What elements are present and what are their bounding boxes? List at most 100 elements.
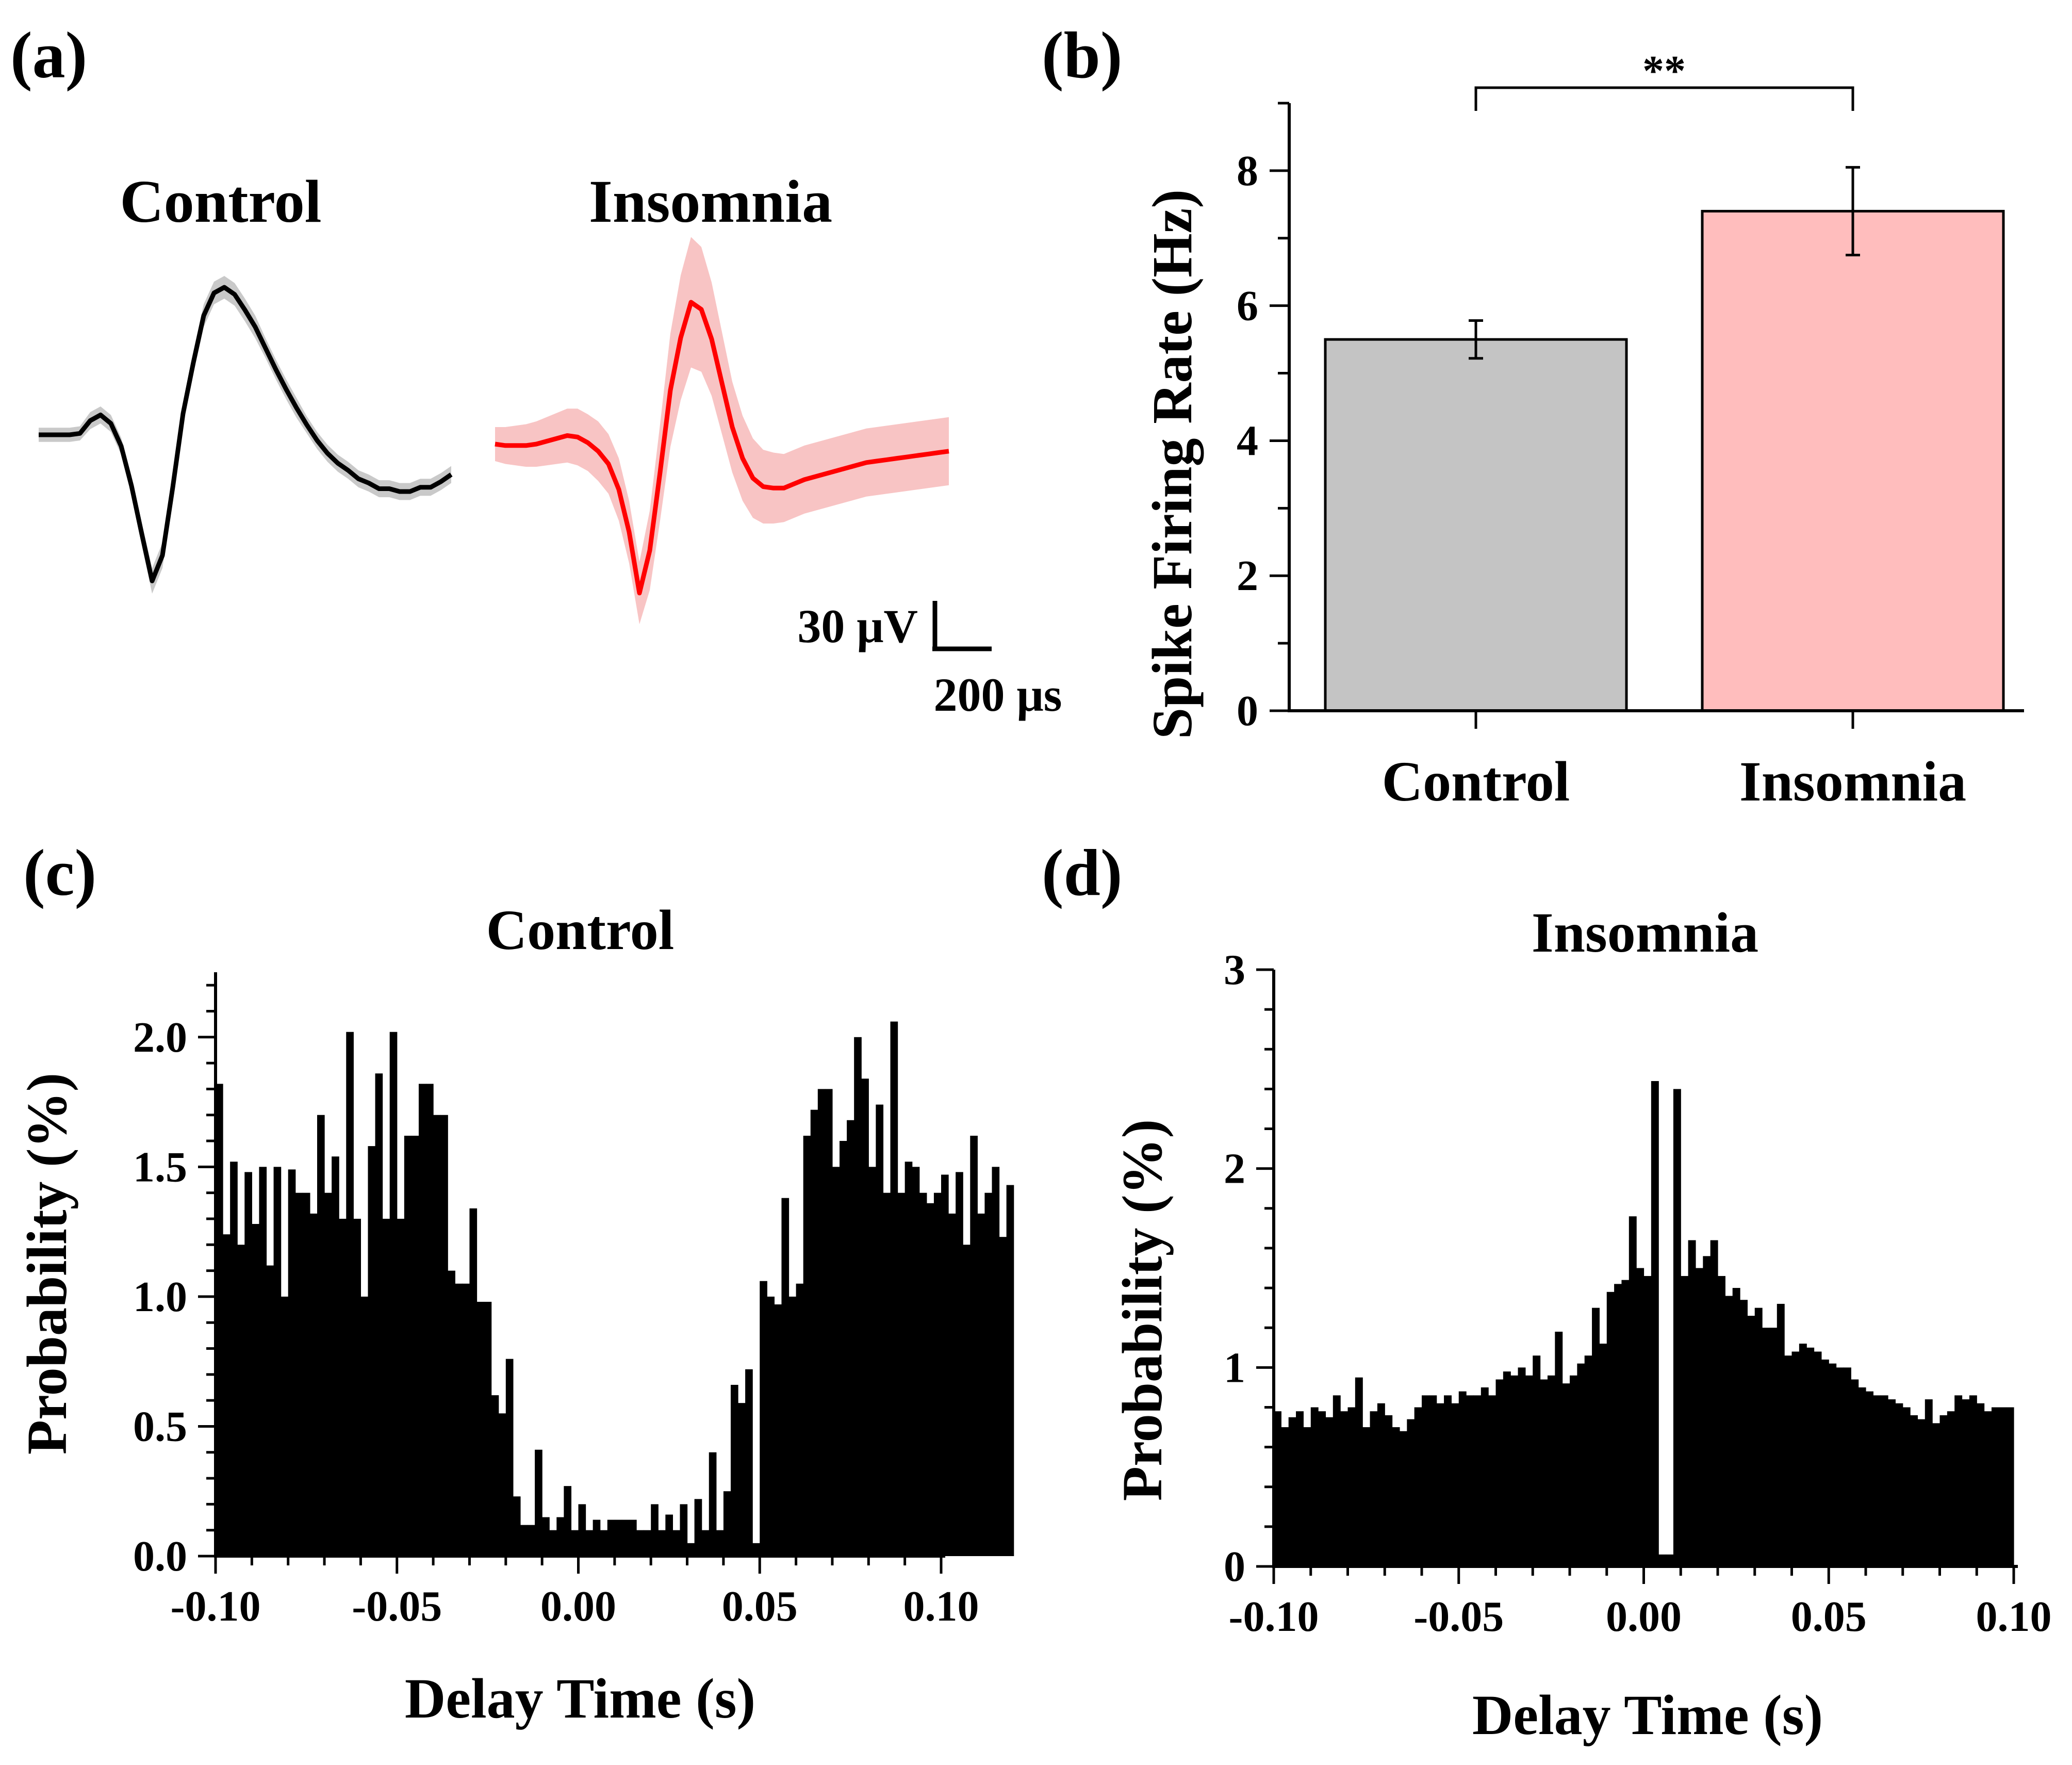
- d-histogram-bin: [1710, 1240, 1718, 1566]
- c-histogram-bin: [397, 1218, 405, 1556]
- d-histogram-bin: [1310, 1407, 1319, 1566]
- d-histogram-bin: [1407, 1419, 1415, 1566]
- c-histogram-bin: [455, 1283, 463, 1556]
- d-histogram-bin: [1547, 1375, 1555, 1566]
- c-histogram-bin: [912, 1167, 920, 1556]
- c-histogram-bin: [462, 1283, 470, 1556]
- c-histogram-bin: [933, 1192, 942, 1556]
- c-histogram-bin: [941, 1174, 949, 1556]
- d-histogram-bin: [1843, 1367, 1851, 1566]
- c-histogram-bin: [332, 1156, 339, 1556]
- d-histogram-bin: [1303, 1427, 1311, 1566]
- d-histogram-bin: [1288, 1417, 1296, 1566]
- d-histogram-bin: [1562, 1383, 1570, 1566]
- d-histogram-bin: [1503, 1371, 1511, 1566]
- d-histogram-bin: [1325, 1417, 1334, 1566]
- d-histogram-bin: [1740, 1300, 1748, 1566]
- c-x-tick-label: 0.10: [903, 1582, 979, 1630]
- c-histogram-bin: [375, 1073, 383, 1556]
- d-y-tick-label: 0: [1224, 1543, 1245, 1591]
- c-x-tick-label: 0.00: [540, 1582, 616, 1630]
- bar-control: [1324, 338, 1628, 712]
- c-histogram-bin: [905, 1162, 913, 1556]
- d-histogram-bin: [1466, 1395, 1474, 1566]
- d-histogram-bin: [1274, 1411, 1281, 1566]
- insomnia-waveform-band: [495, 237, 949, 625]
- d-histogram-bin: [1651, 1081, 1659, 1566]
- c-histogram-bin: [411, 1135, 419, 1556]
- c-histogram-bin: [309, 1213, 318, 1556]
- c-histogram-bin: [672, 1530, 681, 1556]
- d-histogram-bin: [1281, 1427, 1289, 1566]
- panel-label-d: (d): [1042, 836, 1122, 909]
- c-histogram-bin: [709, 1452, 717, 1556]
- d-histogram-bin: [1673, 1089, 1681, 1566]
- c-histogram-bin: [433, 1115, 441, 1556]
- c-histogram-bin: [273, 1167, 282, 1556]
- c-histogram-bin: [832, 1167, 840, 1556]
- d-histogram-bin: [1769, 1328, 1778, 1566]
- d-histogram-bin: [1910, 1415, 1918, 1566]
- b-y-axis-title: Spike Firing Rate (Hz): [1141, 189, 1204, 739]
- c-histogram-bin: [505, 1359, 514, 1556]
- c-histogram-bin: [984, 1192, 993, 1556]
- significance-bracket: **: [1474, 47, 1854, 111]
- c-histogram-bin: [360, 1296, 369, 1556]
- panel-c: (c) Control Probability (%) Delay Time (…: [15, 836, 1014, 1730]
- d-histogram-bin: [1296, 1411, 1304, 1566]
- c-histogram-bin: [237, 1245, 245, 1556]
- d-histogram-bin: [1851, 1379, 1859, 1566]
- panel-label-a: (a): [10, 19, 87, 92]
- c-histogram-bin: [288, 1169, 296, 1556]
- c-histogram-bin: [781, 1198, 790, 1556]
- significance-bracket-line: [1474, 86, 1854, 111]
- c-histogram-bin: [614, 1519, 622, 1556]
- d-histogram-bin: [1895, 1403, 1903, 1566]
- d-histogram-bin: [1599, 1344, 1607, 1566]
- d-histogram-bin: [1355, 1377, 1363, 1566]
- waveform-title-control: Control: [120, 168, 321, 235]
- d-y-tick-label: 1: [1224, 1344, 1245, 1392]
- panel-label-c: (c): [23, 836, 96, 909]
- d-histogram-bin: [1947, 1411, 1955, 1566]
- c-histogram-bin: [716, 1530, 724, 1556]
- d-x-tick-label: 0.00: [1606, 1593, 1682, 1641]
- c-histogram-bin: [817, 1089, 826, 1556]
- d-histogram-bin: [1370, 1411, 1378, 1566]
- d-histogram-bin: [1399, 1431, 1407, 1566]
- c-histogram-bin: [223, 1234, 231, 1556]
- c-histogram-bin: [556, 1517, 564, 1556]
- panel-d: (d) Insomnia Probability (%) Delay Time …: [1042, 836, 2052, 1746]
- d-histogram-bin: [1385, 1415, 1393, 1566]
- c-y-tick-label: 2.0: [133, 1014, 187, 1061]
- d-histogram-bin: [1858, 1387, 1866, 1566]
- c-histogram-bin: [876, 1104, 884, 1556]
- d-histogram-bin: [1614, 1284, 1622, 1566]
- c-histogram-bin: [389, 1032, 398, 1556]
- c-x-tick-label: -0.10: [171, 1582, 261, 1630]
- d-histogram-bin: [1821, 1359, 1829, 1566]
- c-histogram-bin: [259, 1167, 267, 1556]
- c-x-tick-label: 0.05: [722, 1582, 798, 1630]
- b-axes: Control Insomnia 0 2 4 6 8: [1237, 102, 2024, 813]
- d-histogram-bin: [1688, 1240, 1696, 1566]
- d-histogram-bin: [1829, 1363, 1837, 1566]
- c-histogram-bin: [621, 1519, 630, 1556]
- waveform-title-insomnia: Insomnia: [589, 168, 832, 235]
- c-histogram-bin: [926, 1203, 934, 1556]
- c-histogram-bin: [680, 1504, 688, 1556]
- d-histogram-bin: [1754, 1308, 1763, 1566]
- c-histogram-bin: [542, 1517, 550, 1556]
- d-histogram-bin: [1555, 1331, 1563, 1566]
- c-histogram-bin: [469, 1208, 478, 1556]
- d-histogram-bin: [1762, 1328, 1770, 1566]
- b-y-tick-label: 8: [1237, 147, 1258, 195]
- c-histogram-bin: [825, 1089, 833, 1556]
- d-histogram-bin: [1473, 1395, 1482, 1566]
- d-histogram-bin: [1925, 1399, 1933, 1566]
- d-histogram-bin: [1681, 1276, 1689, 1566]
- significance-marker: **: [1642, 47, 1686, 95]
- c-histogram-bin: [426, 1084, 434, 1556]
- d-histogram-bin: [1658, 1554, 1667, 1566]
- c-histogram-bin: [549, 1530, 557, 1556]
